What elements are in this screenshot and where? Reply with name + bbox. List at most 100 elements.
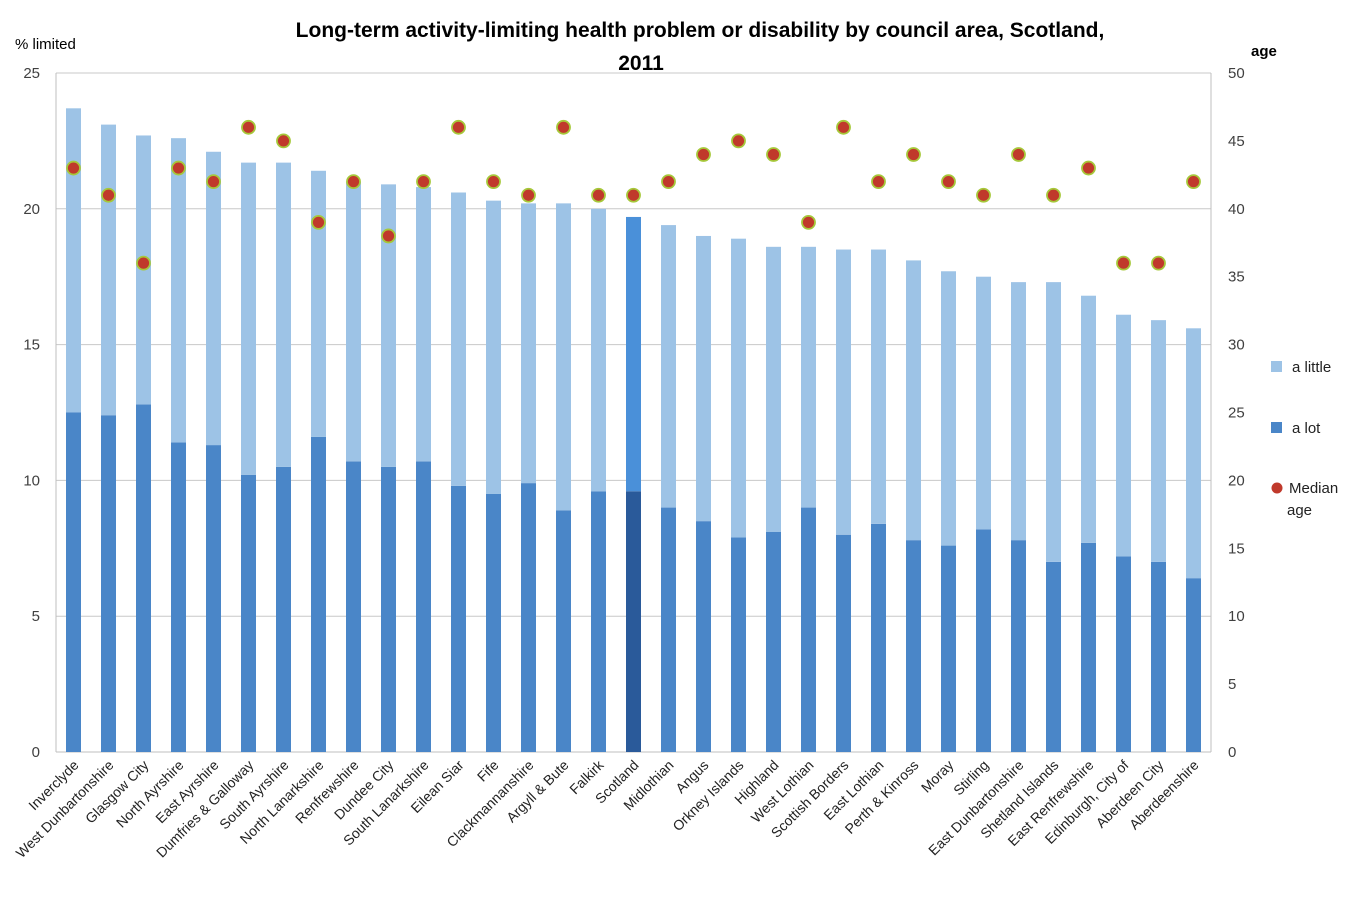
- bar-a-lot: [626, 491, 641, 752]
- bar-a-little: [276, 162, 291, 467]
- y2-tick-label: 25: [1228, 405, 1245, 422]
- y-tick-label: 25: [23, 65, 40, 82]
- y2-tick-label: 20: [1228, 472, 1245, 489]
- median-age-point: [1081, 160, 1096, 176]
- y2-tick-label: 0: [1228, 744, 1236, 761]
- bar-a-lot: [521, 483, 536, 752]
- bar-a-lot: [1081, 542, 1096, 752]
- y2-tick-label: 45: [1228, 133, 1245, 150]
- bar-a-little: [1046, 282, 1061, 562]
- bar-a-little: [1116, 314, 1131, 557]
- bar-a-little: [626, 216, 641, 492]
- bar-a-lot: [556, 510, 571, 752]
- y-tick-label: 20: [23, 201, 40, 218]
- bar-a-lot: [486, 493, 501, 752]
- bars: [66, 108, 1201, 752]
- bar-a-little: [171, 138, 186, 443]
- median-age-point: [696, 147, 711, 162]
- bar-a-little: [696, 235, 711, 522]
- y2-tick-label: 40: [1228, 201, 1245, 218]
- y-tick-label: 0: [32, 744, 40, 761]
- legend: a little a lot Median age: [1271, 359, 1338, 519]
- y-tick-label: 15: [23, 337, 40, 354]
- bar-a-lot: [416, 461, 431, 752]
- median-age-point: [1151, 255, 1166, 271]
- median-age-point: [591, 187, 606, 203]
- bar-a-little: [1151, 320, 1166, 562]
- median-age-point: [101, 187, 116, 203]
- bar-a-little: [941, 271, 956, 546]
- bar-a-little: [836, 249, 851, 535]
- median-age-point: [136, 255, 151, 271]
- bar-a-lot: [661, 507, 676, 752]
- category-label: Moray: [918, 757, 957, 796]
- y2-axis-title: age: [1251, 43, 1277, 60]
- legend-label-a-little: a little: [1292, 359, 1331, 376]
- median-age-point: [381, 228, 396, 244]
- category-label: Fife: [474, 757, 502, 785]
- bar-a-lot: [731, 537, 746, 752]
- legend-swatch-a-little: [1271, 361, 1282, 372]
- bar-a-lot: [1011, 540, 1026, 752]
- y-tick-label: 10: [23, 472, 40, 489]
- median-age-point: [766, 147, 781, 162]
- legend-swatch-median-age: [1271, 482, 1283, 494]
- y-tick-label: 5: [32, 608, 40, 625]
- legend-label-median-age-line-1: Median: [1289, 480, 1338, 497]
- y2-axis-ticks: 0 5 10 15 20 25 30 35 40 45 50: [1228, 65, 1245, 761]
- bar-a-little: [661, 225, 676, 508]
- bar-a-little: [1011, 282, 1026, 541]
- median-age-point: [906, 147, 921, 162]
- bar-a-lot: [276, 466, 291, 752]
- bar-a-lot: [591, 491, 606, 752]
- legend-label-a-lot: a lot: [1292, 420, 1321, 437]
- median-age-point: [521, 187, 536, 203]
- bar-a-little: [416, 187, 431, 462]
- median-age-point: [976, 187, 991, 203]
- bar-a-little: [346, 181, 361, 462]
- legend-swatch-a-lot: [1271, 422, 1282, 433]
- bar-a-little: [521, 203, 536, 484]
- y2-tick-label: 30: [1228, 337, 1245, 354]
- bar-a-lot: [206, 445, 221, 752]
- median-age-point: [626, 187, 641, 203]
- bar-a-lot: [241, 474, 256, 752]
- bar-a-little: [1186, 328, 1201, 579]
- median-age-point: [416, 174, 431, 190]
- median-age-point: [731, 133, 746, 149]
- bar-a-lot: [1116, 556, 1131, 752]
- bar-a-little: [871, 249, 886, 524]
- bar-a-little: [556, 203, 571, 511]
- median-age-point: [66, 160, 81, 176]
- bar-a-lot: [696, 521, 711, 752]
- bar-a-lot: [101, 415, 116, 752]
- bar-a-little: [451, 192, 466, 486]
- median-age-point: [346, 174, 361, 190]
- bar-a-little: [1081, 295, 1096, 543]
- y-axis-ticks: 0 5 10 15 20 25: [23, 65, 40, 761]
- y-axis-title: % limited: [15, 36, 76, 53]
- median-age-point: [801, 214, 816, 230]
- bar-a-lot: [381, 466, 396, 752]
- bar-a-lot: [801, 507, 816, 752]
- bar-a-little: [381, 184, 396, 467]
- median-age-markers: [66, 119, 1201, 271]
- bar-a-lot: [906, 540, 921, 752]
- bar-a-little: [906, 260, 921, 541]
- median-age-point: [311, 214, 326, 230]
- bar-a-lot: [1151, 561, 1166, 752]
- median-age-point: [556, 119, 571, 135]
- median-age-point: [661, 174, 676, 190]
- bar-a-lot: [941, 545, 956, 752]
- median-age-point: [451, 119, 466, 135]
- median-age-point: [276, 133, 291, 149]
- bar-a-little: [486, 200, 501, 494]
- y2-tick-label: 10: [1228, 608, 1245, 625]
- median-age-point: [1186, 174, 1201, 190]
- bar-a-lot: [451, 485, 466, 752]
- bar-a-lot: [976, 529, 991, 752]
- bar-a-lot: [1186, 578, 1201, 752]
- median-age-point: [1046, 187, 1061, 203]
